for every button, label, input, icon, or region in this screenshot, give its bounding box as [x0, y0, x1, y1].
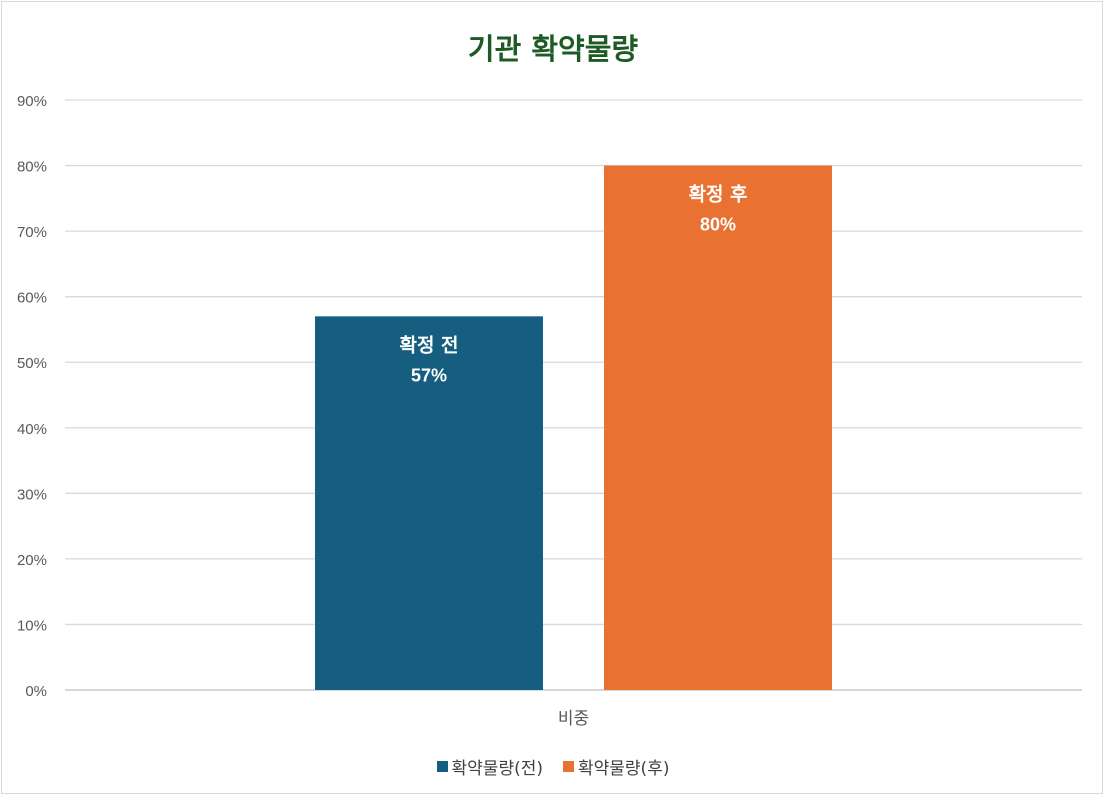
legend-label-after: 확약물량(후) — [578, 759, 670, 779]
y-tick-label: 80% — [17, 159, 47, 176]
legend-swatch-before — [436, 761, 448, 772]
y-tick-label: 20% — [17, 552, 47, 569]
bar-data-label-value: 57% — [411, 365, 447, 385]
bar-before — [315, 316, 543, 690]
bar-data-label-title: 확정 후 — [688, 183, 747, 206]
y-tick-label: 0% — [25, 683, 47, 700]
y-tick-label: 60% — [17, 290, 47, 307]
legend-item-before: 확약물량(전) — [436, 754, 543, 779]
y-tick-label: 10% — [17, 617, 47, 634]
y-tick-label: 50% — [17, 355, 47, 372]
y-tick-label: 90% — [17, 93, 47, 110]
y-tick-label: 70% — [17, 224, 47, 241]
bar-data-label-title: 확정 전 — [399, 333, 458, 356]
chart-title: 기관 확약물량 — [467, 32, 639, 66]
y-tick-label: 40% — [17, 421, 47, 438]
legend-item-after: 확약물량(후) — [563, 754, 669, 779]
bar-data-label-value: 80% — [700, 215, 736, 235]
legend-swatch-after — [563, 761, 574, 772]
chart-legend: 확약물량(전) 확약물량(후) — [0, 754, 1106, 779]
legend-label-before: 확약물량(전) — [451, 759, 543, 779]
bar-after — [604, 165, 832, 691]
y-tick-label: 30% — [17, 486, 47, 503]
x-category-label: 비중 — [558, 709, 589, 729]
